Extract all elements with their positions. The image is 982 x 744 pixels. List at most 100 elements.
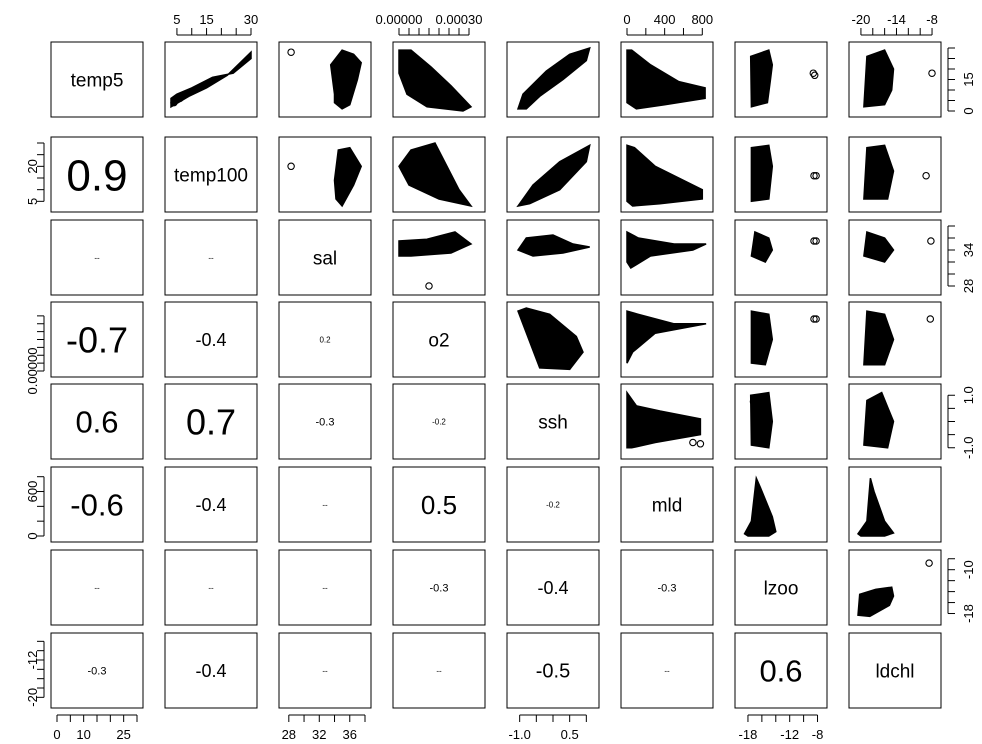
corr-label-ssh-o2: -0.2 (432, 417, 446, 426)
tick-label-temp5-2: 25 (116, 727, 130, 742)
tick-label-lzoo-right-0: -18 (961, 604, 976, 623)
tick-label-temp5-right-1: 15 (961, 72, 976, 86)
corr-label-mld-ssh: -0.2 (546, 500, 560, 509)
corr-label-ldchl-temp100: -0.4 (195, 661, 226, 681)
corr-label-o2-sal: 0.2 (319, 335, 331, 344)
corr-label-lzoo-mld: -0.3 (658, 582, 677, 594)
scatter-cloud-mld-ldchl (856, 478, 895, 537)
panel-ssh-temp5 (50, 383, 144, 460)
axis-temp100: 5 15 30 (173, 12, 258, 36)
panel-temp5-temp5 (50, 41, 144, 118)
scatter-cloud-sal-lzoo (750, 230, 774, 263)
panel-ssh-ssh (506, 383, 600, 460)
corr-label-ldchl-temp5: -0.3 (88, 665, 107, 677)
panel-sal-sal (278, 219, 372, 296)
tick-label-ssh-right-1: 1.0 (961, 386, 976, 404)
panel-ssh-ldchl (848, 383, 942, 460)
panel-o2-temp100 (164, 301, 258, 378)
tick-label-ssh-0: -1.0 (508, 727, 530, 742)
tick-label-mld-2: 800 (691, 12, 713, 27)
corr-label-lzoo-o2: -0.3 (430, 582, 449, 594)
corr-label-ldchl-lzoo: 0.6 (759, 654, 802, 689)
scatter-cloud-mld-lzoo (743, 475, 777, 537)
panel-lzoo-o2 (392, 549, 486, 626)
tick-label-temp5-right-0: 0 (961, 107, 976, 114)
panel-o2-sal (278, 301, 372, 378)
axis-lzoo: -18 -12 -8 (739, 714, 824, 742)
outlier-point-ssh-mld-0 (689, 438, 697, 447)
panel-o2-temp5 (50, 301, 144, 378)
outlier-point-temp5-temp100-1 (176, 94, 184, 103)
tick-label-o2-left-0: 0.00000 (25, 348, 40, 395)
panel-temp100-ldchl (848, 136, 942, 213)
scatter-cloud-temp5-temp100 (170, 50, 252, 109)
tick-label-temp100-0: 5 (173, 12, 180, 27)
panel-mld-temp5 (50, 466, 144, 543)
corr-label-sal-temp100: -- (208, 253, 214, 262)
corr-label-sal-temp5: -- (94, 253, 100, 262)
panel-ldchl-o2 (392, 632, 486, 709)
outlier-point-sal-o2-0 (425, 282, 433, 290)
corr-label-ldchl-o2: -- (436, 666, 442, 675)
tick-label-temp5-1: 10 (76, 727, 90, 742)
scatter-clouds (170, 46, 936, 618)
panel-temp100-temp100 (164, 136, 258, 213)
panel-lzoo-lzoo (734, 549, 828, 626)
diag-label-temp5: temp5 (71, 71, 124, 92)
scatter-cloud-temp5-sal (329, 49, 363, 110)
tick-label-sal-0: 28 (282, 727, 296, 742)
tick-label-lzoo-2: -8 (812, 727, 824, 742)
axis-temp100-left: 5 20 (25, 142, 45, 205)
axis-o2-left: 0.00000 (25, 315, 45, 395)
outlier-point-lzoo-ldchl-0 (925, 559, 933, 567)
scatter-cloud-temp100-lzoo (750, 144, 774, 203)
panel-lzoo-ssh (506, 549, 600, 626)
corr-label-ssh-temp100: 0.7 (186, 401, 236, 442)
tick-label-mld-0: 0 (623, 12, 630, 27)
diag-label-lzoo: lzoo (764, 579, 799, 600)
panel-ldchl-mld (620, 632, 714, 709)
panel-sal-ssh (506, 219, 600, 296)
corr-label-o2-temp100: -0.4 (195, 330, 226, 350)
panel-ssh-lzoo (734, 383, 828, 460)
corr-label-lzoo-temp100: -- (208, 583, 214, 592)
panel-mld-temp100 (164, 466, 258, 543)
panel-ssh-temp100 (164, 383, 258, 460)
tick-label-lzoo-0: -18 (739, 727, 758, 742)
scatter-cloud-sal-ldchl (863, 230, 895, 263)
tick-label-lzoo-1: -12 (780, 727, 799, 742)
scatter-cloud-o2-ldchl (863, 310, 895, 366)
scatter-cloud-lzoo-ldchl (857, 586, 895, 618)
panel-sal-ldchl (848, 219, 942, 296)
tick-label-ldchl-left-1: -12 (25, 651, 40, 670)
diag-label-mld: mld (652, 496, 683, 517)
axis-sal: 28 32 36 (282, 714, 366, 742)
corr-label-mld-sal: -- (322, 500, 328, 509)
tick-label-temp100-2: 30 (244, 12, 258, 27)
tick-label-ssh-right-0: -1.0 (961, 437, 976, 459)
axis-sal-right: 28 34 (947, 225, 976, 293)
tick-label-ldchl-0: -20 (852, 12, 871, 27)
scatter-cloud-temp5-ssh (516, 46, 591, 110)
tick-label-sal-1: 32 (312, 727, 326, 742)
diag-label-temp100: temp100 (174, 166, 248, 187)
corr-label-lzoo-sal: -- (322, 583, 328, 592)
tick-label-temp100-1: 15 (199, 12, 213, 27)
axis-temp5: 0 10 25 (53, 714, 138, 742)
panel-ldchl-ldchl (848, 632, 942, 709)
panel-mld-o2 (392, 466, 486, 543)
tick-label-mld-left-0: 0 (25, 532, 40, 539)
axis-mld: 0 400 800 (623, 12, 713, 36)
panel-ldchl-ssh (506, 632, 600, 709)
diag-label-ldchl: ldchl (875, 662, 914, 683)
panels (50, 41, 942, 709)
outlier-point-ssh-lzoo-0 (749, 398, 758, 406)
tick-label-ldchl-2: -8 (926, 12, 938, 27)
scatter-cloud-temp5-lzoo (749, 49, 774, 108)
panel-ldchl-temp5 (50, 632, 144, 709)
outlier-point-temp5-lzoo-0 (809, 69, 818, 77)
outlier-point-ssh-mld-1 (696, 440, 705, 448)
panel-temp100-lzoo (734, 136, 828, 213)
axis-temp5-right: 0 15 (947, 47, 976, 115)
corr-label-ldchl-sal: -- (322, 666, 328, 675)
